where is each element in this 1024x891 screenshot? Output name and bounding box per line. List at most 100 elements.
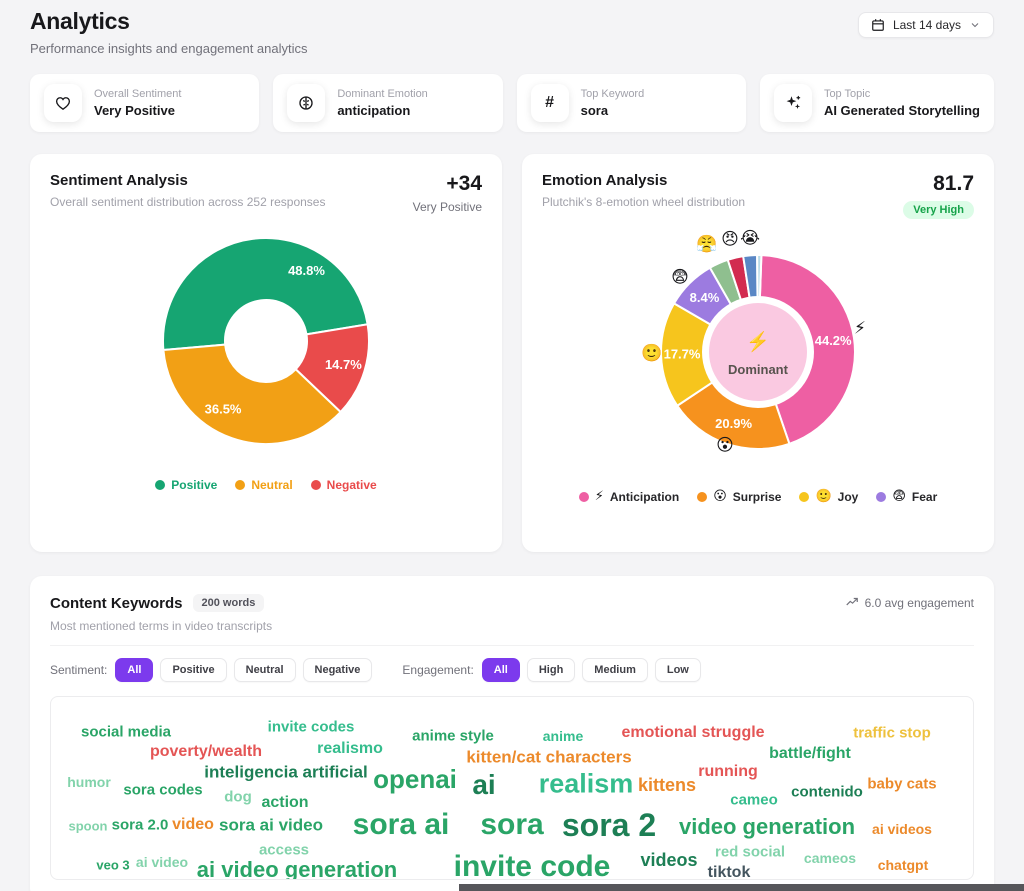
legend-item-negative[interactable]: Negative [310, 478, 377, 492]
emotion-score: 81.7 [933, 172, 974, 195]
emotion-emoji-marker: 😨 [671, 267, 689, 288]
sentiment-donut-chart: 48.8% 14.7% 36.5% [50, 224, 482, 462]
keyword[interactable]: ai video generation [196, 857, 398, 880]
filter-medium-button[interactable]: Medium [582, 658, 648, 682]
keyword[interactable]: social media [80, 723, 172, 741]
slice-percent-label: 8.4% [690, 290, 720, 305]
keyword[interactable]: sora 2 [561, 807, 657, 843]
keyword[interactable]: ai video [135, 854, 189, 870]
keyword[interactable]: sora codes [123, 781, 203, 799]
bottom-overlay-bar [459, 884, 1024, 891]
keyword[interactable]: running [698, 763, 758, 780]
legend-emoji: ⚡ [594, 489, 604, 504]
keyword[interactable]: poverty/wealth [149, 743, 263, 760]
keyword[interactable]: ai [472, 769, 496, 800]
keyword[interactable]: red social [714, 843, 786, 861]
keyword[interactable]: traffic stop [853, 724, 931, 742]
keyword[interactable]: anime style [412, 727, 494, 745]
keyword[interactable]: sora ai [352, 808, 450, 841]
filter-positive-button[interactable]: Positive [160, 658, 227, 682]
keyword[interactable]: contenido [791, 783, 863, 801]
legend-emoji: 😮 [713, 489, 727, 504]
emotion-card-subtitle: Plutchik's 8-emotion wheel distribution [542, 195, 746, 209]
stat-card-value: sora [580, 103, 609, 118]
filter-low-button[interactable]: Low [654, 658, 701, 682]
legend-label: Surprise [732, 489, 782, 504]
keyword[interactable]: emotional struggle [621, 724, 765, 741]
filter-negative-button[interactable]: Negative [302, 658, 373, 682]
keyword[interactable]: inteligencia artificial [204, 762, 368, 782]
pie-slice-positive[interactable] [161, 237, 369, 352]
filter-high-button[interactable]: High [526, 658, 576, 682]
donut-center-circle [709, 303, 807, 401]
keyword[interactable]: anime [542, 728, 584, 744]
keywords-card-title: Content Keywords [50, 594, 183, 612]
keyword[interactable]: realism [538, 768, 634, 799]
legend-item-positive[interactable]: Positive [155, 478, 217, 492]
keyword[interactable]: humor [67, 774, 111, 790]
legend-label: Fear [911, 489, 938, 504]
heart-icon [44, 84, 82, 122]
slice-percent-label: 20.9% [715, 416, 752, 431]
legend-item-joy[interactable]: 🙂 Joy [799, 489, 858, 504]
page-subtitle: Performance insights and engagement anal… [30, 41, 308, 56]
keyword[interactable]: ai videos [872, 821, 932, 837]
keyword[interactable]: invite code [453, 850, 611, 880]
emotion-emoji-marker: 🙂 [641, 343, 663, 364]
stat-card-label: Dominant Emotion [337, 88, 428, 100]
sentiment-legend: Positive Neutral Negative [50, 478, 482, 492]
legend-item-fear[interactable]: 😨 Fear [876, 489, 937, 504]
legend-item-surprise[interactable]: 😮 Surprise [697, 489, 781, 504]
emotion-donut-chart: ⚡ Dominant 44.2% 20.9% 17.7% 8.4% ⚡ 😨 😤 😠 😭 🙂 😮 [542, 219, 974, 487]
legend-item-anticipation[interactable]: ⚡ Anticipation [578, 489, 680, 504]
emotion-legend: ⚡ Anticipation 😮 Surprise 🙂 Joy 😨 Fear [542, 489, 974, 504]
keyword[interactable]: video [172, 816, 214, 833]
hash-icon: # [530, 84, 569, 122]
stat-card-label: Overall Sentiment [94, 88, 182, 100]
stat-card-label: Top Keyword [580, 88, 645, 100]
center-bolt-emoji: ⚡ [746, 330, 770, 353]
keyword[interactable]: videos [640, 850, 698, 870]
keyword[interactable]: action [261, 794, 309, 811]
filter-all-button[interactable]: All [481, 658, 520, 682]
legend-label: Negative [326, 478, 377, 492]
stat-cards-row: Overall Sentiment Very Positive Dominant E… [30, 74, 994, 132]
legend-dot [310, 480, 321, 490]
keyword[interactable]: invite codes [267, 718, 355, 736]
keyword[interactable]: realismo [317, 740, 383, 757]
keyword[interactable]: kittens [637, 775, 697, 795]
calendar-icon [871, 18, 885, 32]
emotion-emoji-marker: 😭 [740, 228, 760, 249]
slice-percent-label: 44.2% [815, 333, 852, 348]
legend-emoji: 😨 [892, 489, 906, 504]
date-range-select[interactable]: Last 14 days [857, 12, 994, 38]
sentiment-score: +34 [446, 172, 482, 195]
keyword[interactable]: battle/fight [769, 745, 851, 762]
keyword[interactable]: dog [224, 788, 252, 806]
trending-up-icon [845, 595, 859, 612]
keyword[interactable]: tiktok [707, 864, 751, 880]
legend-item-neutral[interactable]: Neutral [235, 478, 293, 492]
keyword[interactable]: cameo [730, 791, 778, 809]
slice-percent-label: 48.8% [288, 263, 325, 278]
keyword[interactable]: access [258, 841, 310, 859]
engagement-filter-label: Engagement: [402, 663, 474, 677]
keyword[interactable]: chatgpt [877, 857, 929, 873]
keyword[interactable]: sora [480, 808, 544, 841]
keyword[interactable]: video generation [678, 814, 856, 839]
stat-card: Overall Sentiment Very Positive [30, 74, 260, 132]
keyword[interactable]: openai [373, 764, 457, 794]
keyword[interactable]: sora 2.0 [111, 816, 169, 834]
pie-slice-neutral[interactable] [162, 343, 343, 445]
keyword[interactable]: veo 3 [96, 857, 130, 873]
legend-label: Neutral [251, 478, 293, 492]
keyword[interactable]: sora ai video [219, 815, 323, 835]
legend-dot [799, 491, 810, 502]
keyword[interactable]: cameos [803, 850, 857, 866]
filter-all-button[interactable]: All [115, 658, 154, 682]
legend-label: Anticipation [609, 489, 680, 504]
keyword[interactable]: spoon [68, 818, 108, 834]
keyword[interactable]: kitten/cat characters [466, 747, 632, 767]
filter-neutral-button[interactable]: Neutral [233, 658, 296, 682]
keyword[interactable]: baby cats [867, 775, 937, 793]
